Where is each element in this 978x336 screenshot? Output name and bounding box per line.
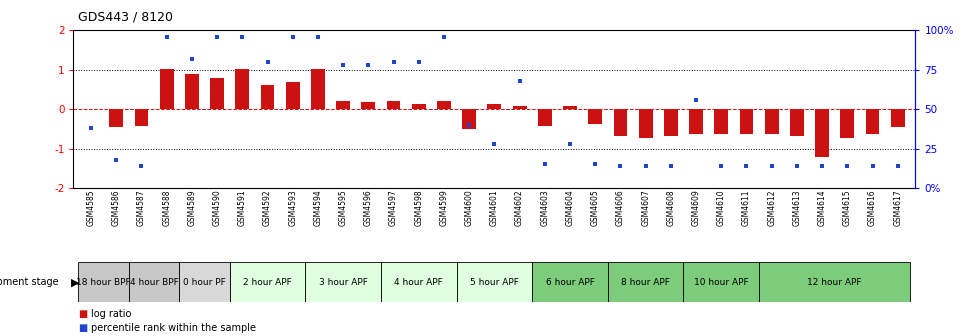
Text: ■: ■ — [78, 309, 87, 319]
Point — [788, 163, 804, 169]
Bar — [210, 78, 224, 109]
Point — [235, 34, 250, 39]
Bar — [714, 109, 728, 134]
Text: 12 hour APF: 12 hour APF — [807, 278, 861, 287]
Text: 4 hour APF: 4 hour APF — [394, 278, 443, 287]
Bar — [129, 262, 179, 302]
Bar — [230, 262, 305, 302]
Bar — [758, 262, 910, 302]
Point — [310, 34, 326, 39]
Point — [864, 163, 879, 169]
Text: 18 hour BPF: 18 hour BPF — [76, 278, 131, 287]
Bar — [607, 262, 683, 302]
Point — [713, 163, 729, 169]
Point — [561, 141, 577, 146]
Text: 6 hour APF: 6 hour APF — [545, 278, 594, 287]
Point — [763, 163, 778, 169]
Text: ■: ■ — [78, 323, 87, 333]
Text: ▶: ▶ — [70, 277, 79, 287]
Point — [511, 78, 527, 83]
Bar — [159, 69, 173, 109]
Point — [285, 34, 300, 39]
Bar — [532, 262, 607, 302]
Bar — [512, 106, 526, 109]
Point — [335, 62, 351, 68]
Bar — [764, 109, 778, 134]
Bar — [311, 69, 325, 109]
Bar — [839, 109, 854, 138]
Text: 5 hour APF: 5 hour APF — [469, 278, 518, 287]
Point — [612, 163, 628, 169]
Point — [411, 59, 426, 65]
Bar — [412, 104, 425, 109]
Bar — [235, 69, 249, 109]
Bar — [305, 262, 380, 302]
Bar — [335, 100, 350, 109]
Bar — [815, 109, 828, 157]
Text: 8 hour APF: 8 hour APF — [621, 278, 669, 287]
Point — [838, 163, 854, 169]
Bar — [380, 262, 456, 302]
Point — [158, 34, 174, 39]
Point — [662, 163, 678, 169]
Point — [259, 59, 275, 65]
Bar — [588, 109, 601, 124]
Point — [461, 122, 476, 128]
Bar — [462, 109, 475, 129]
Point — [436, 34, 452, 39]
Bar — [890, 109, 904, 127]
Bar — [456, 262, 532, 302]
Point — [134, 163, 150, 169]
Point — [83, 125, 99, 131]
Bar — [78, 262, 129, 302]
Text: GDS443 / 8120: GDS443 / 8120 — [78, 10, 173, 23]
Point — [486, 141, 502, 146]
Point — [209, 34, 225, 39]
Bar — [562, 106, 576, 109]
Point — [109, 157, 124, 162]
Bar — [134, 109, 149, 126]
Point — [536, 162, 552, 167]
Bar — [738, 109, 753, 134]
Text: 2 hour APF: 2 hour APF — [243, 278, 291, 287]
Point — [637, 163, 652, 169]
Point — [587, 162, 602, 167]
Bar — [865, 109, 878, 134]
Bar — [386, 101, 400, 109]
Bar — [663, 109, 677, 136]
Point — [184, 56, 200, 61]
Point — [889, 163, 905, 169]
Text: 4 hour BPF: 4 hour BPF — [129, 278, 178, 287]
Bar — [185, 75, 199, 109]
Text: 0 hour PF: 0 hour PF — [183, 278, 226, 287]
Text: 3 hour APF: 3 hour APF — [319, 278, 367, 287]
Point — [814, 163, 829, 169]
Point — [737, 163, 753, 169]
Bar — [683, 262, 758, 302]
Bar — [613, 109, 627, 136]
Bar — [361, 102, 375, 109]
Bar — [179, 262, 230, 302]
Text: log ratio: log ratio — [91, 309, 131, 319]
Bar — [260, 85, 274, 109]
Point — [385, 59, 401, 65]
Text: 10 hour APF: 10 hour APF — [693, 278, 748, 287]
Point — [688, 97, 703, 102]
Bar — [110, 109, 123, 127]
Bar — [286, 82, 299, 109]
Point — [360, 62, 376, 68]
Bar — [487, 104, 501, 109]
Text: percentile rank within the sample: percentile rank within the sample — [91, 323, 256, 333]
Bar — [537, 109, 552, 126]
Text: development stage: development stage — [0, 277, 59, 287]
Bar — [689, 109, 702, 134]
Bar — [789, 109, 803, 136]
Bar — [436, 101, 451, 109]
Bar — [638, 109, 652, 138]
